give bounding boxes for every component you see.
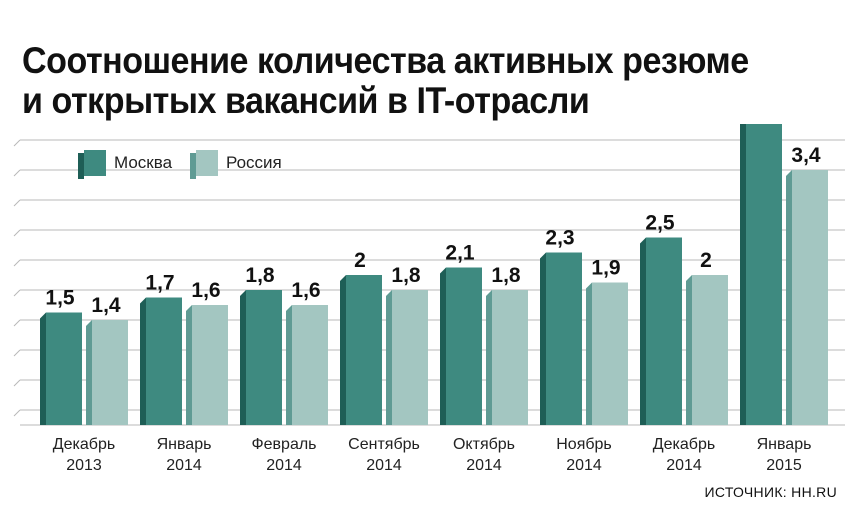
bar-side-moscow <box>440 267 446 425</box>
chart-title-line-1: Соотношение количества активных резюме <box>22 40 749 81</box>
bar-side-moscow <box>40 312 46 425</box>
grid-line-depth <box>13 379 21 387</box>
bar-side-russia <box>286 305 292 425</box>
bar-side-moscow <box>540 252 546 425</box>
bar-moscow <box>146 297 182 425</box>
x-tick-label-month: Ноябрь <box>556 436 612 453</box>
data-label-moscow: 2,1 <box>445 242 475 265</box>
legend-item-russia: Россия <box>190 150 282 179</box>
x-tick-label-month: Февраль <box>251 436 316 453</box>
bar-side-russia <box>186 305 192 425</box>
data-label-moscow: 2,3 <box>545 227 574 250</box>
legend-swatch-moscow <box>78 150 106 179</box>
grid-line-depth <box>13 169 21 177</box>
bar-moscow <box>746 117 782 425</box>
data-label-moscow: 1,5 <box>45 287 75 310</box>
data-label-moscow: 2 <box>354 249 366 272</box>
bar-russia <box>292 305 328 425</box>
grid-line-depth <box>13 259 21 267</box>
grid-line-depth <box>13 139 21 147</box>
x-tick-label-month: Октябрь <box>453 436 515 453</box>
bar-moscow <box>546 252 582 425</box>
x-tick-label-month: Январь <box>157 436 212 453</box>
data-label-russia: 3,4 <box>791 144 821 167</box>
legend-swatch-russia <box>190 150 218 179</box>
bar-side-moscow <box>140 297 146 425</box>
grid-line-depth <box>13 289 21 297</box>
chart-title-line-2: и открытых вакансий в IT-отрасли <box>22 80 590 121</box>
grid-line-depth <box>13 409 21 417</box>
bar-russia <box>792 170 828 425</box>
grid-line-depth <box>13 319 21 327</box>
bar-moscow <box>246 290 282 425</box>
grid-line-depth <box>13 199 21 207</box>
x-tick-label-month: Декабрь <box>53 436 115 453</box>
bar-russia <box>492 290 528 425</box>
bar-side-russia <box>586 282 592 425</box>
x-tick-label-year: 2014 <box>466 457 502 474</box>
legend-label-moscow: Москва <box>114 153 173 172</box>
bar-side-moscow <box>240 290 246 425</box>
data-label-moscow: 1,7 <box>145 272 174 295</box>
x-tick-label-month: Сентябрь <box>348 436 420 453</box>
bar-side-moscow <box>740 117 746 425</box>
bar-side-russia <box>486 290 492 425</box>
bar-moscow <box>46 312 82 425</box>
x-tick-label-year: 2014 <box>366 457 402 474</box>
bar-side-moscow <box>340 275 346 425</box>
x-tick-label-month: Декабрь <box>653 436 715 453</box>
x-tick-label-year: 2014 <box>566 457 602 474</box>
legend-label-russia: Россия <box>226 153 282 172</box>
bar-russia <box>592 282 628 425</box>
x-tick-label-year: 2014 <box>166 457 202 474</box>
bar-russia <box>92 320 128 425</box>
x-tick-label-year: 2015 <box>766 457 802 474</box>
data-label-russia: 1,4 <box>91 294 121 317</box>
bar-side-russia <box>786 170 792 425</box>
x-tick-label-year: 2014 <box>266 457 302 474</box>
data-label-russia: 1,6 <box>191 279 220 302</box>
bar-russia <box>692 275 728 425</box>
data-label-russia: 2 <box>700 249 712 272</box>
legend-item-moscow: Москва <box>78 150 173 179</box>
data-label-moscow: 1,8 <box>245 264 275 287</box>
bar-russia <box>192 305 228 425</box>
bar-moscow <box>346 275 382 425</box>
data-label-russia: 1,8 <box>391 264 421 287</box>
x-tick-label-month: Январь <box>757 436 812 453</box>
data-label-russia: 1,8 <box>491 264 521 287</box>
bar-side-russia <box>686 275 692 425</box>
data-label-russia: 1,9 <box>591 257 620 280</box>
bar-side-moscow <box>640 237 646 425</box>
x-tick-label-year: 2013 <box>66 457 102 474</box>
grid-line-depth <box>13 349 21 357</box>
data-label-russia: 1,6 <box>291 279 320 302</box>
bar-moscow <box>446 267 482 425</box>
x-tick-label-year: 2014 <box>666 457 702 474</box>
source-note: ИСТОЧНИК: HH.RU <box>704 484 837 500</box>
bar-russia <box>392 290 428 425</box>
bar-moscow <box>646 237 682 425</box>
bar-side-russia <box>86 320 92 425</box>
bar-side-russia <box>386 290 392 425</box>
grid-line-depth <box>13 229 21 237</box>
data-label-moscow: 2,5 <box>645 212 675 235</box>
title-box <box>22 30 844 124</box>
